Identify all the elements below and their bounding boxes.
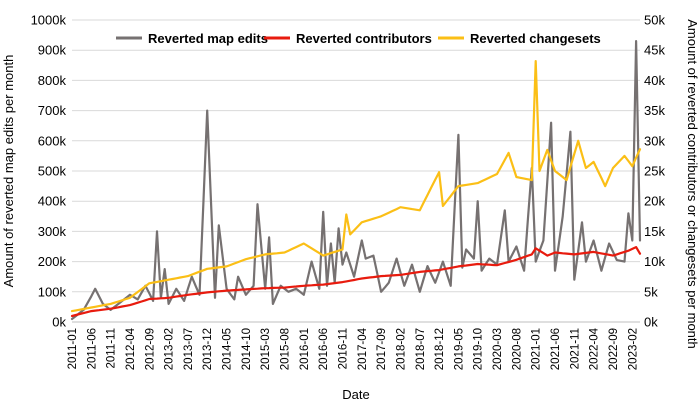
right-axis-tick-label: 45k	[644, 43, 665, 58]
left-axis-ticks: 0k 100k 200k 300k 400k 500k 600k 700k 800k 900k 10…	[31, 13, 67, 330]
right-axis-tick-label: 15k	[644, 224, 665, 239]
right-axis-tick-label: 0k	[644, 315, 658, 330]
x-axis-tick-label: 2021-11	[569, 328, 581, 369]
right-axis-tick-label: 30k	[644, 133, 665, 148]
left-axis-tick-label: 800k	[38, 73, 67, 88]
right-axis-title: Amount of reverted contributors or chang…	[685, 19, 700, 349]
right-axis-tick-label: 10k	[644, 254, 665, 269]
gridlines	[72, 19, 640, 293]
left-axis-tick-label: 100k	[38, 284, 67, 299]
x-axis-tick-label: 2013-07	[183, 328, 195, 370]
x-axis-ticks: 2011-01 2011-06 2011-11 2012-04 2012-09 2013-…	[67, 327, 639, 370]
left-axis-tick-label: 1000k	[31, 13, 67, 28]
right-axis-tick-label: 25k	[644, 164, 665, 179]
x-axis-tick-label: 2013-12	[202, 328, 214, 370]
x-axis-tick-label: 2011-11	[106, 328, 118, 369]
right-axis-tick-label: 5k	[644, 284, 658, 299]
x-axis-tick-label: 2015-08	[280, 328, 292, 370]
x-axis-tick-label: 2020-03	[492, 328, 504, 370]
x-axis-tick-label: 2011-06	[86, 328, 98, 369]
x-axis-tick-label: 2016-06	[318, 328, 330, 370]
x-axis-tick-label: 2022-04	[589, 327, 601, 370]
right-axis-tick-label: 20k	[644, 194, 665, 209]
x-axis-tick-label: 2018-07	[415, 328, 427, 370]
series-layer	[70, 40, 642, 321]
right-axis-tick-label: 40k	[644, 73, 665, 88]
left-axis-tick-label: 200k	[38, 254, 67, 269]
x-axis-tick-label: 2012-09	[144, 328, 156, 370]
x-axis-tick-label: 2014-10	[241, 328, 253, 370]
x-axis-tick-label: 2017-09	[376, 328, 388, 370]
left-axis-tick-label: 900k	[38, 43, 67, 58]
left-axis-tick-label: 500k	[38, 164, 67, 179]
left-axis-tick-label: 700k	[38, 103, 67, 118]
x-axis-tick-label: 2015-03	[260, 328, 272, 370]
series-line-reverted-contributors	[70, 246, 642, 318]
x-axis-tick-label: 2021-06	[550, 328, 562, 370]
x-axis-tick-label: 2019-05	[453, 328, 465, 370]
x-axis-tick-label: 2013-02	[164, 328, 176, 370]
legend-label-changesets: Reverted changesets	[470, 31, 601, 46]
right-axis-tick-label: 50k	[644, 13, 665, 28]
legend-item-reverted-changesets: Reverted changesets	[438, 31, 601, 46]
x-axis-tick-label: 2017-04	[357, 327, 369, 370]
x-axis-tick-label: 2018-12	[434, 328, 446, 370]
x-axis-tick-label: 2014-05	[222, 328, 234, 370]
legend-label-contributors: Reverted contributors	[296, 31, 432, 46]
x-axis-tick-label: 2019-10	[473, 328, 485, 370]
series-line-reverted-map-edits	[70, 40, 642, 321]
x-axis-tick-label: 2012-04	[125, 327, 137, 370]
series-line-reverted-changesets	[70, 60, 642, 313]
legend: Reverted map edits Reverted contributors…	[116, 31, 601, 46]
x-axis-tick-label: 2011-01	[67, 328, 79, 369]
right-axis-tick-label: 35k	[644, 103, 665, 118]
x-axis-tick-label: 2023-02	[627, 328, 639, 370]
left-axis-tick-label: 300k	[38, 224, 67, 239]
legend-label-map-edits: Reverted map edits	[148, 31, 268, 46]
x-axis-tick-label: 2016-01	[299, 328, 311, 370]
right-axis-ticks: 0k 5k 10k 15k 20k 25k 30k 35k 40k 45k 50k	[644, 13, 665, 330]
x-axis-tick-label: 2022-09	[608, 328, 620, 370]
left-axis-tick-label: 600k	[38, 133, 67, 148]
x-axis-title: Date	[342, 387, 369, 402]
left-axis-title: Amount of reverted map edits per month	[1, 55, 16, 288]
x-axis-tick-label: 2020-08	[511, 328, 523, 370]
x-axis-tick-label: 2016-11	[338, 328, 350, 369]
legend-item-reverted-contributors: Reverted contributors	[264, 31, 432, 46]
x-axis-tick-label: 2021-01	[531, 328, 543, 370]
left-axis-tick-label: 400k	[38, 194, 67, 209]
left-axis-tick-label: 0k	[52, 315, 66, 330]
legend-item-reverted-map-edits: Reverted map edits	[116, 31, 268, 46]
x-axis-tick-label: 2018-02	[395, 328, 407, 370]
